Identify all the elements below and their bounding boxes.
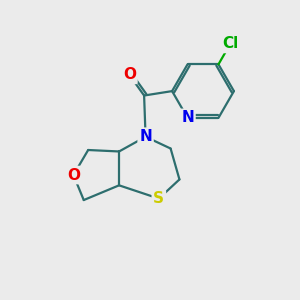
Text: N: N [181, 110, 194, 125]
Text: O: O [67, 167, 80, 182]
Text: Cl: Cl [222, 36, 238, 51]
Text: N: N [139, 129, 152, 144]
Text: S: S [153, 191, 164, 206]
Text: O: O [123, 68, 136, 82]
